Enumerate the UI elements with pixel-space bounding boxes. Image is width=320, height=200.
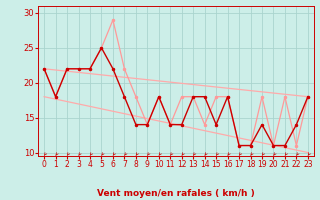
X-axis label: Vent moyen/en rafales ( km/h ): Vent moyen/en rafales ( km/h ) bbox=[97, 189, 255, 198]
